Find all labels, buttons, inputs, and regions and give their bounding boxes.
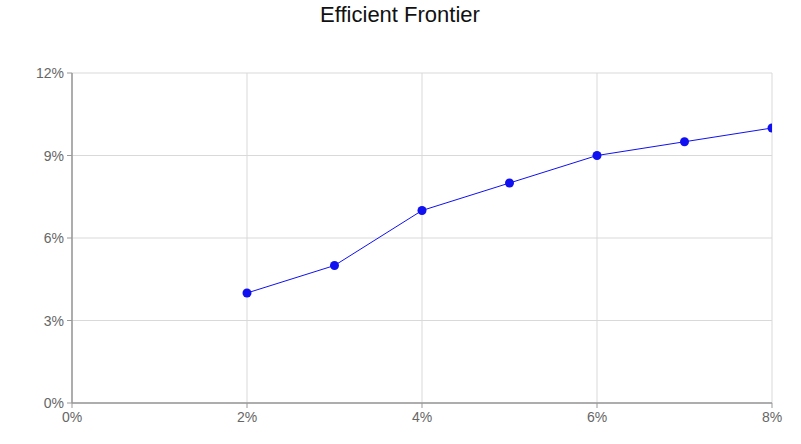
- marker: [330, 261, 339, 270]
- x-tick-label: 8%: [762, 409, 782, 425]
- x-grid-line: [422, 73, 423, 403]
- x-axis: [72, 402, 772, 404]
- x-tick-label: 6%: [587, 409, 607, 425]
- chart: Efficient Frontier0%3%6%9%12%0%2%4%6%8%: [0, 0, 801, 444]
- y-tick-label: 6%: [44, 230, 64, 246]
- y-axis: [71, 73, 73, 403]
- x-grid-line: [772, 73, 773, 403]
- line: [247, 128, 772, 293]
- marker: [418, 206, 427, 215]
- x-grid-line: [72, 73, 73, 403]
- marker: [768, 124, 773, 133]
- plot-area: [243, 124, 773, 298]
- x-tick-label: 0%: [62, 409, 82, 425]
- x-grid-line: [597, 73, 598, 403]
- marker: [593, 151, 602, 160]
- marker: [243, 289, 252, 298]
- title: Efficient Frontier: [320, 2, 480, 27]
- marker: [505, 179, 514, 188]
- y-tick-label: 9%: [44, 148, 64, 164]
- y-tick-label: 3%: [44, 313, 64, 329]
- y-tick-label: 12%: [36, 65, 64, 81]
- y-grid-line: [72, 403, 772, 404]
- marker: [680, 137, 689, 146]
- x-tick-label: 4%: [412, 409, 432, 425]
- x-grid-line: [247, 73, 248, 403]
- x-tick-label: 2%: [237, 409, 257, 425]
- grid: [72, 73, 772, 403]
